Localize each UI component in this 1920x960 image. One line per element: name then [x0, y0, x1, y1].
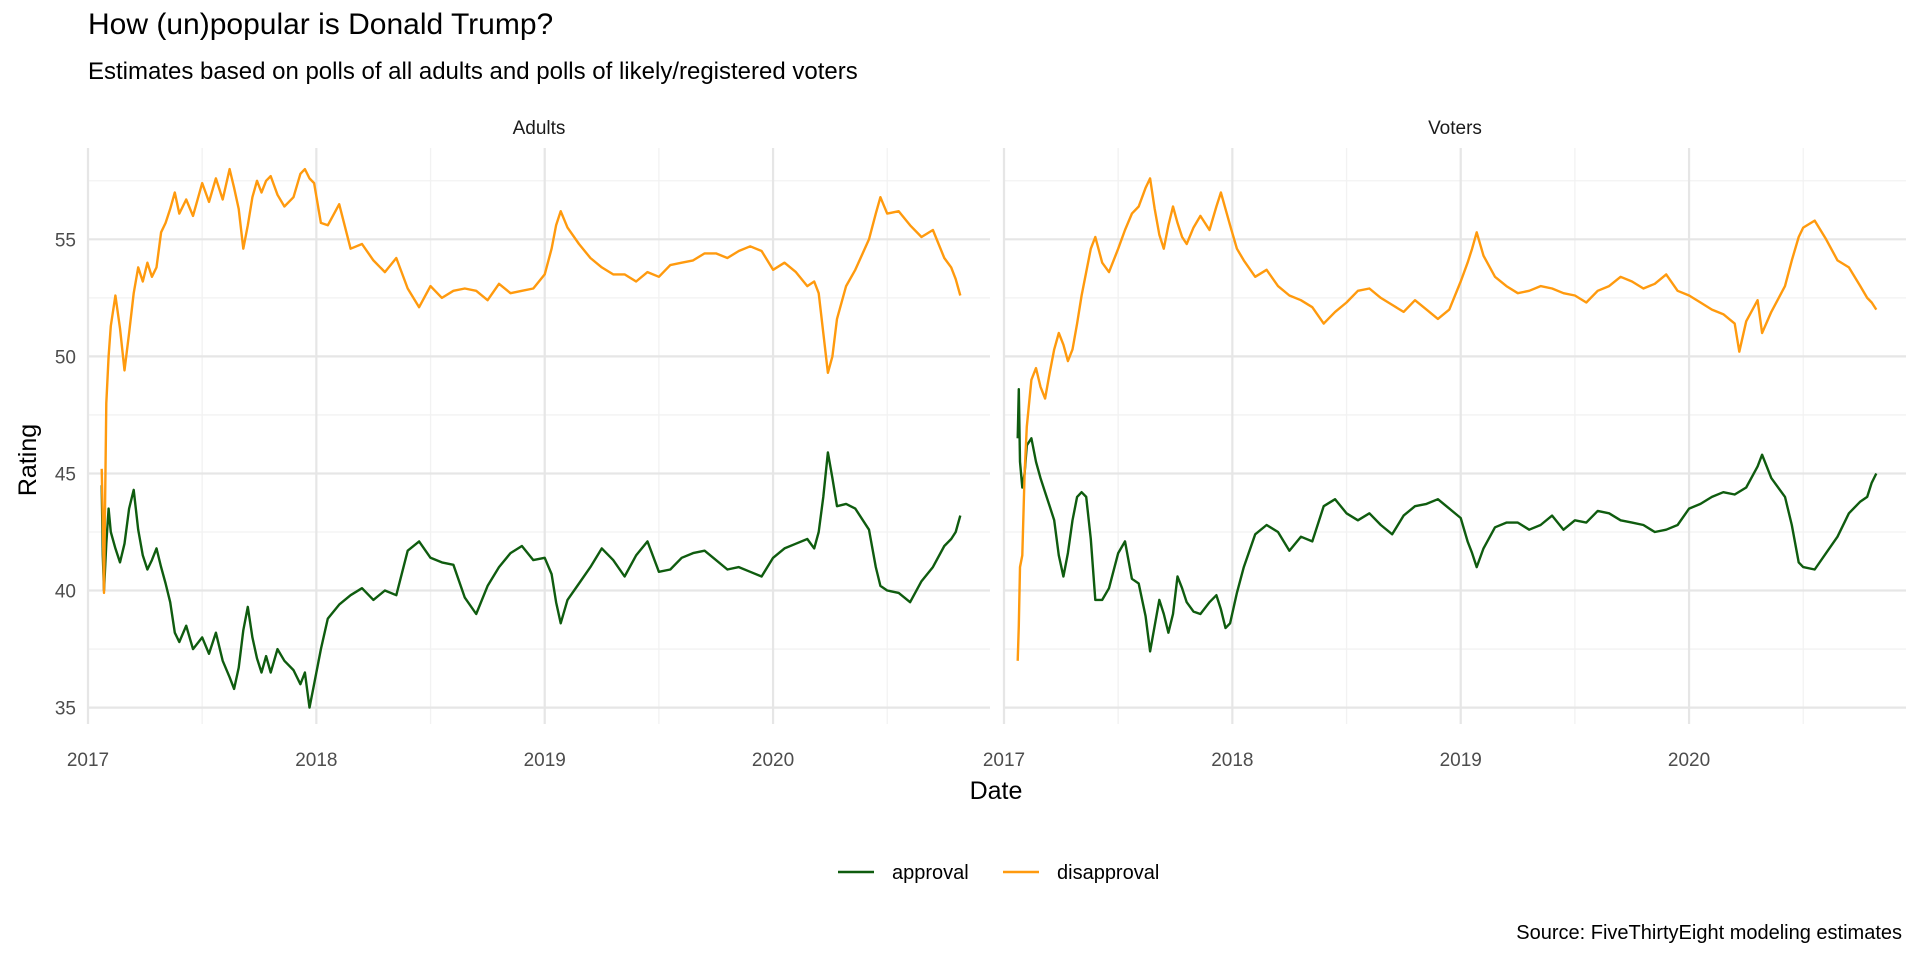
y-tick-label: 55	[55, 230, 76, 251]
facet-label-voters: Voters	[1428, 118, 1482, 139]
legend: approval disapproval	[838, 862, 1159, 884]
y-tick-label: 35	[55, 699, 76, 720]
facet-label-adults: Adults	[513, 118, 566, 139]
voters-disapproval-line	[1016, 177, 1878, 661]
y-tick-label: 45	[55, 464, 76, 485]
series-layer	[100, 167, 1878, 709]
x-tick-label: 2019	[524, 750, 566, 771]
adults-disapproval-line	[100, 167, 962, 595]
x-tick-label: 2017	[983, 750, 1025, 771]
x-tick-label: 2018	[295, 750, 337, 771]
x-axis-title: Date	[970, 777, 1023, 805]
x-tick-label: 2017	[67, 750, 109, 771]
chart-caption: Source: FiveThirtyEight modeling estimat…	[1516, 922, 1902, 944]
x-tick-label: 2018	[1211, 750, 1253, 771]
x-tick-label: 2019	[1440, 750, 1482, 771]
legend-label-approval: approval	[892, 862, 969, 884]
adults-approval-line	[100, 451, 962, 709]
legend-label-disapproval: disapproval	[1057, 862, 1159, 884]
voters-approval-line	[1016, 388, 1878, 653]
x-tick-label: 2020	[752, 750, 794, 771]
y-axis-title: Rating	[14, 424, 42, 496]
x-tick-label: 2020	[1668, 750, 1710, 771]
y-tick-label: 50	[55, 347, 76, 368]
chart-subtitle: Estimates based on polls of all adults a…	[88, 58, 858, 85]
grid-layer	[86, 148, 1906, 724]
labels-layer: Adults 2017 2018 2019 2020 35 40 45 50 55 Voters 20…	[55, 118, 1710, 771]
chart-title: How (un)popular is Donald Trump?	[88, 8, 554, 41]
y-tick-label: 40	[55, 582, 76, 603]
